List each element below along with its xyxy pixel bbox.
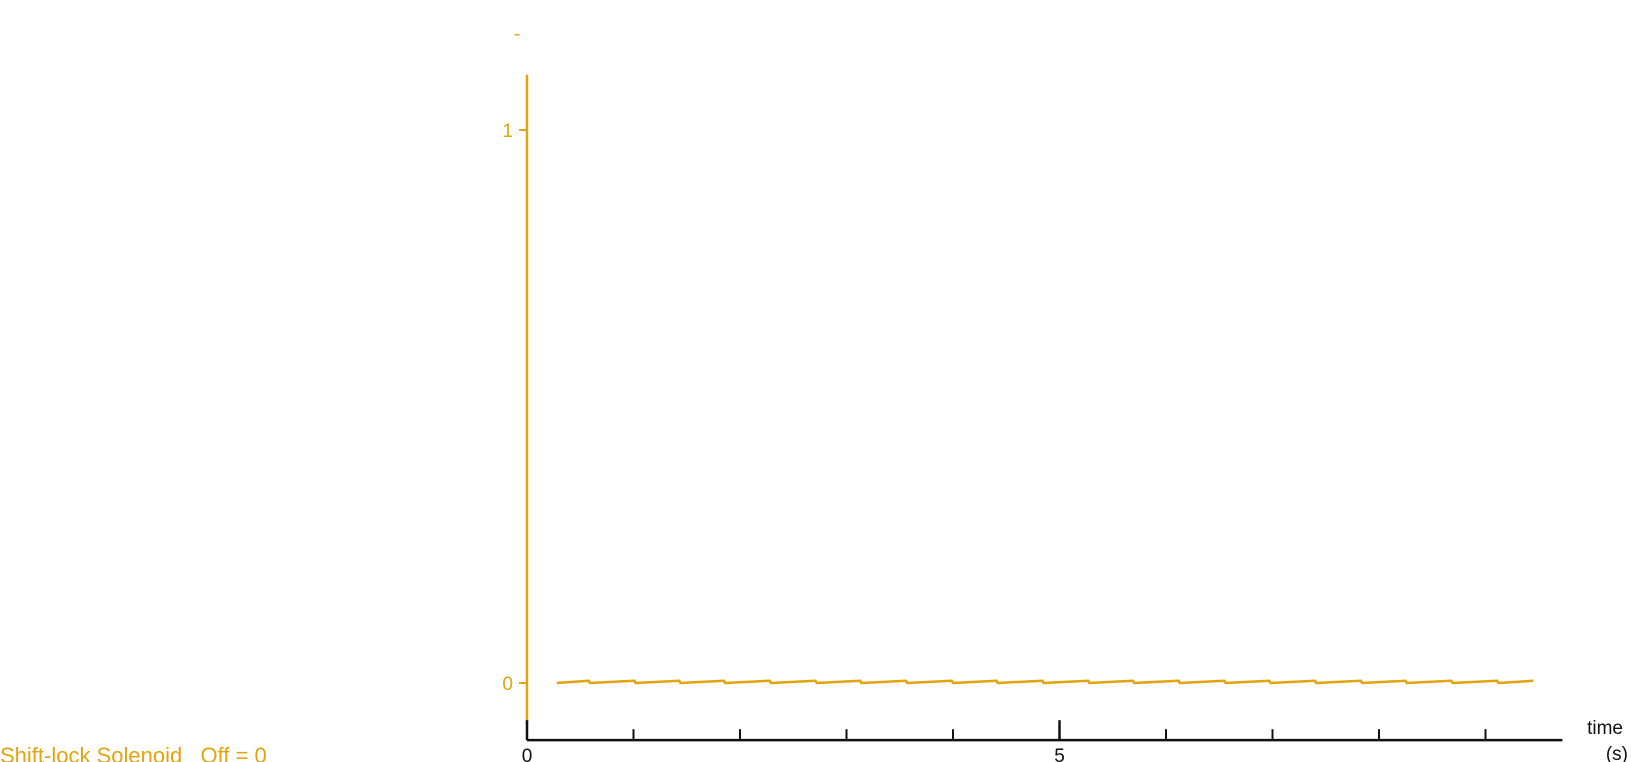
- series-legend-label: Shift-lock Solenoid Off = 0: [0, 743, 267, 762]
- y-axis: 01: [502, 74, 529, 725]
- top-label: -: [514, 24, 520, 45]
- y-tick-label-0: 0: [502, 674, 513, 695]
- x-tick-label-1: 5: [1054, 746, 1065, 762]
- series-line-0: [556, 679, 1534, 685]
- x-tick-label-0: 0: [522, 746, 533, 762]
- x-axis-title-line2: (s): [1606, 744, 1628, 762]
- x-axis-title-line1: time: [1587, 718, 1623, 739]
- series-lines: [556, 679, 1534, 685]
- y-tick-label-1: 1: [502, 121, 513, 142]
